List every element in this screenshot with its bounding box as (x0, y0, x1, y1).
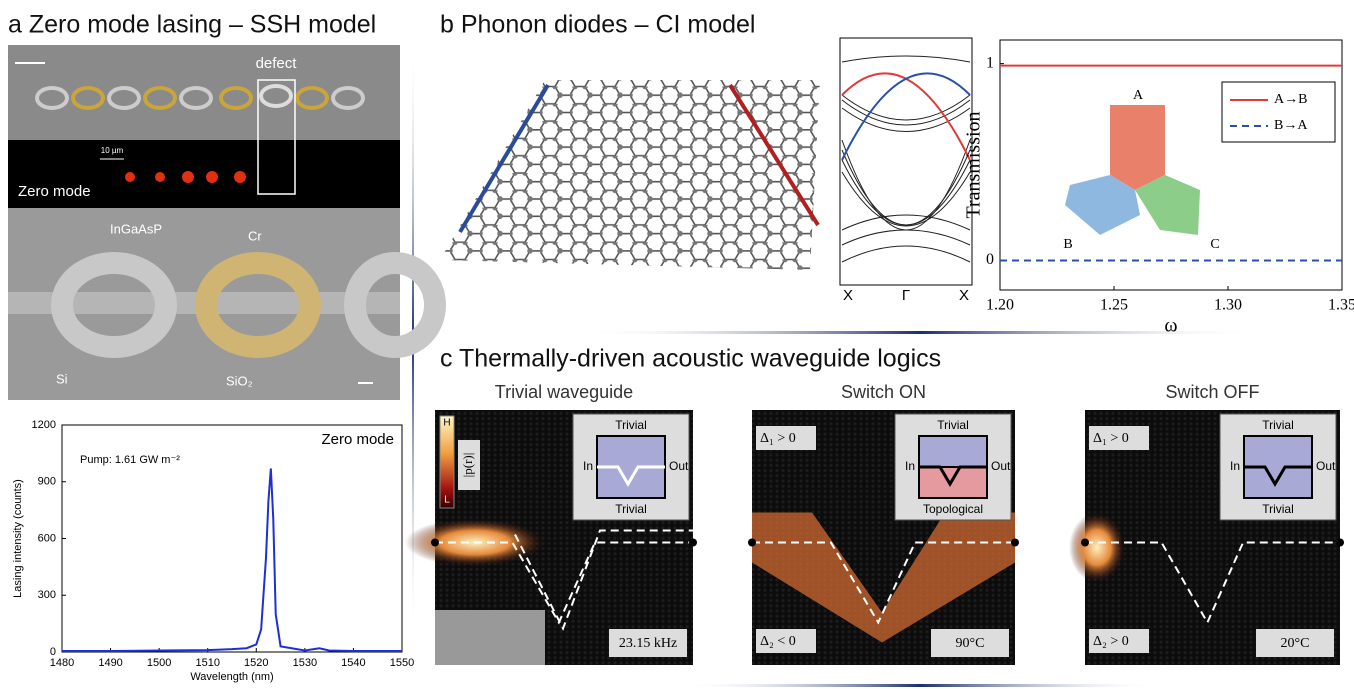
inset-label: In (1230, 459, 1240, 473)
x-tick-label: 1530 (293, 657, 317, 669)
inset-region (1110, 105, 1165, 190)
delta-label: Δ₁ > 0 (1093, 431, 1129, 446)
x-tick-label: 1550 (390, 657, 414, 669)
inset-region (919, 467, 987, 498)
x-tick-label: 1.25 (1100, 297, 1128, 314)
delta-label: Δ₂ > 0 (1093, 634, 1129, 649)
y-tick-label: 300 (38, 589, 56, 601)
delta-label: Δ₂ < 0 (760, 634, 796, 649)
x-axis-label: Wavelength (nm) (190, 671, 273, 683)
x-tick-label: 1490 (98, 657, 122, 669)
colorbar-label: H (443, 418, 450, 429)
port (1081, 539, 1089, 547)
material-label: SiO₂ (226, 373, 253, 388)
annotation: Zero mode (321, 431, 394, 448)
inset-label: Trivial (615, 418, 647, 432)
page: a Zero mode lasing – SSH model defect 10… (0, 0, 1354, 689)
inset-label: C (1210, 237, 1219, 252)
scale-label: 10 µm (101, 146, 124, 155)
x-tick-label: 1.20 (986, 297, 1014, 314)
colorbar-label: L (444, 495, 450, 506)
defect-label: defect (256, 55, 298, 72)
lasing-chart: 1480 1490 1500 1510 1520 1530 1540 1550 0 300 600 9… (12, 419, 414, 683)
inset-label: Trivial (615, 502, 647, 516)
inset-label: Trivial (937, 418, 969, 432)
y-tick-label: 1 (986, 54, 994, 71)
panel-title: c Thermally-driven acoustic waveguide lo… (440, 345, 941, 373)
x-tick-label: 1540 (341, 657, 365, 669)
waveguide-panels: Trivial waveguide Trivial Trivial In Out 23.1… (405, 382, 1344, 665)
x-tick-label: 1.35 (1328, 297, 1354, 314)
corner-label: 90°C (956, 636, 985, 651)
axes-box (1000, 40, 1342, 290)
y-tick-label: 600 (38, 532, 56, 544)
inset-label: Out (669, 459, 689, 473)
port (1011, 539, 1019, 547)
corner-label: 20°C (1281, 636, 1310, 651)
legend-label: A→B (1274, 92, 1307, 107)
material-label: Cr (248, 228, 262, 243)
delta-label: Δ₁ > 0 (760, 431, 796, 446)
x-tick-label: 1480 (50, 657, 74, 669)
y-tick-label: 0 (50, 646, 56, 658)
subpanel-title: Switch ON (841, 382, 926, 402)
x-tick-label: 1520 (244, 657, 268, 669)
transmission-chart: 1.20 1.25 1.30 1.35 0 1 ω Transmission A B C A→B B→A (963, 40, 1354, 336)
mode-label: Zero mode (18, 183, 91, 200)
port (689, 539, 697, 547)
band-labels: X Γ X (843, 287, 969, 304)
panel-title: a Zero mode lasing – SSH model (8, 11, 376, 39)
band-structure (840, 38, 972, 285)
graphene-lattice (440, 80, 820, 270)
divider (580, 331, 1260, 334)
y-axis-label: Transmission (963, 111, 985, 218)
x-tick-label: 1.30 (1214, 297, 1242, 314)
panel-title: b Phonon diodes – CI model (440, 11, 756, 39)
subpanel-title: Trivial waveguide (495, 382, 633, 402)
inset-label: In (583, 459, 593, 473)
inset-label: Trivial (1262, 418, 1294, 432)
port (1336, 539, 1344, 547)
colorbar-quantity: |p(r)| (460, 453, 475, 478)
x-axis-label: ω (1164, 314, 1177, 336)
inset-label: A (1133, 88, 1144, 103)
x-tick-label: 1510 (195, 657, 219, 669)
inset-label: B (1063, 237, 1072, 252)
inset-label: Topological (923, 502, 983, 516)
annotation: Pump: 1.61 GW m⁻² (80, 454, 180, 466)
x-tick-label: 1500 (147, 657, 171, 669)
inset-label: In (905, 459, 915, 473)
figure: a Zero mode lasing – SSH model defect 10… (0, 0, 1354, 689)
field-glow (1069, 513, 1125, 583)
subpanel-title: Switch OFF (1165, 382, 1259, 402)
pillar-inset (435, 610, 545, 665)
inset-label: Trivial (1262, 502, 1294, 516)
y-tick-label: 1200 (32, 419, 56, 431)
band-label: Γ (902, 287, 910, 304)
band-label: X (959, 287, 969, 304)
y-tick-label: 900 (38, 476, 56, 488)
port (431, 539, 439, 547)
inset-label: Out (1316, 459, 1336, 473)
y-tick-label: 0 (986, 251, 994, 268)
y-axis-label: Lasing intensity (counts) (12, 479, 24, 598)
legend-label: B→A (1274, 118, 1308, 133)
material-label: InGaAsP (110, 221, 162, 236)
divider (680, 684, 1160, 687)
inset-label: Out (991, 459, 1011, 473)
port (748, 539, 756, 547)
material-label: Si (56, 371, 68, 386)
corner-label: 23.15 kHz (619, 636, 677, 651)
band-label: X (843, 287, 853, 304)
